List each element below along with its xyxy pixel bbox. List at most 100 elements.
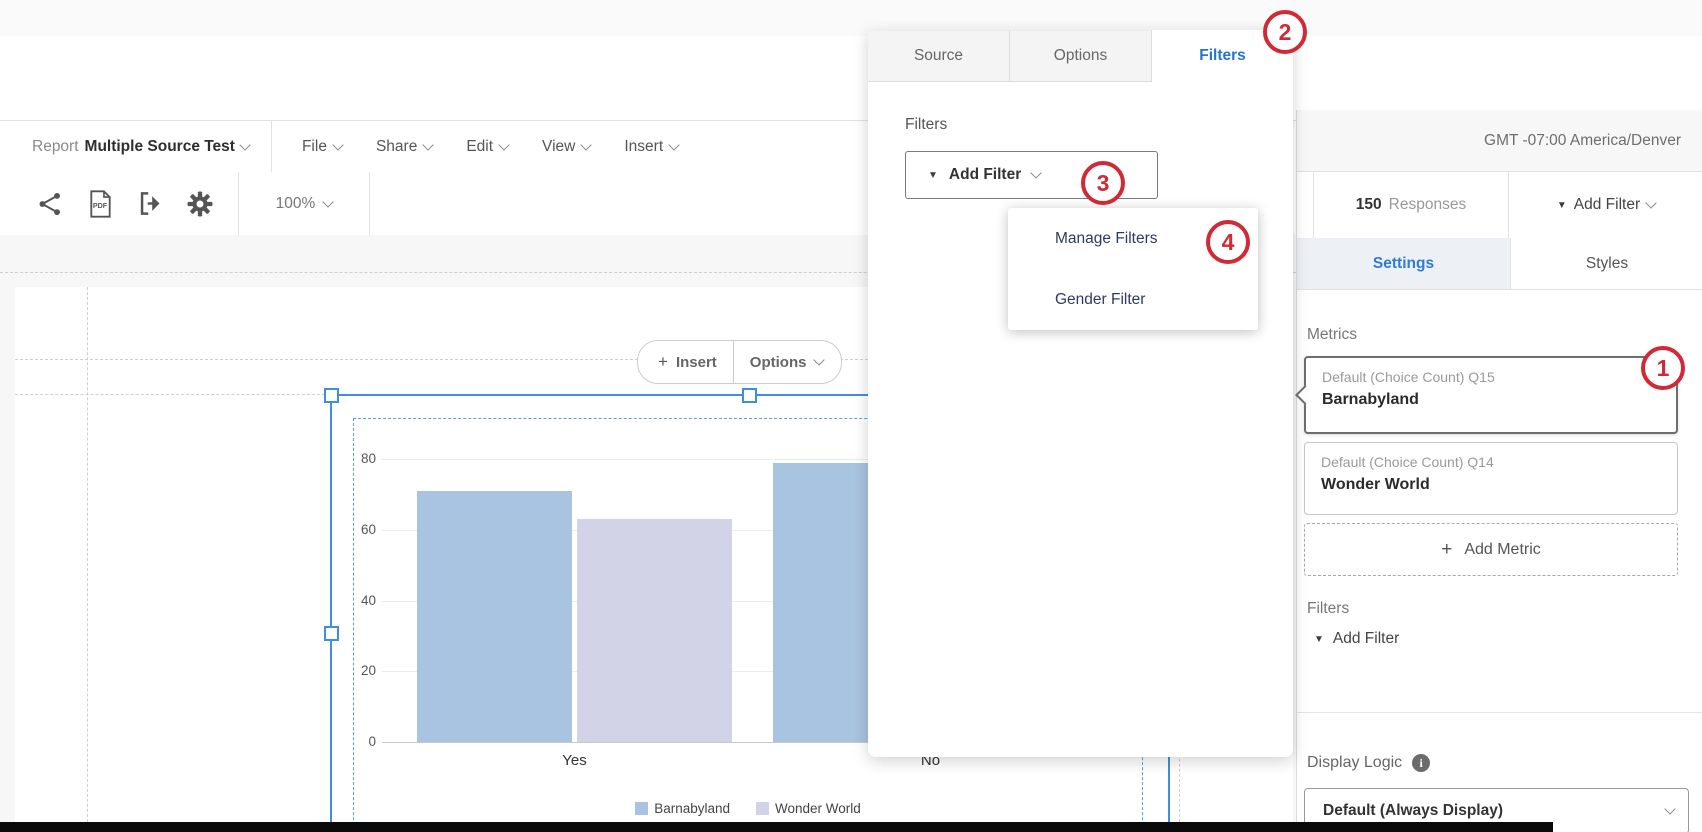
plus-icon: +: [1441, 538, 1453, 560]
report-selector[interactable]: Report Multiple Source Test: [32, 138, 251, 156]
chevron-down-icon: [668, 139, 680, 151]
chevron-down-icon: [1645, 197, 1657, 209]
plus-icon: +: [658, 352, 668, 371]
header-band: [0, 36, 1702, 120]
widget-toolbar-pill: + Insert Options: [637, 340, 843, 384]
metric-title: Wonder World: [1321, 476, 1430, 493]
layout-guide-horizontal: [0, 272, 1296, 273]
display-logic-value: Default (Always Display): [1323, 802, 1504, 819]
annotation-badge-2: 2: [1263, 10, 1307, 54]
display-logic-select[interactable]: Default (Always Display): [1304, 788, 1689, 832]
info-icon[interactable]: i: [1412, 754, 1431, 772]
gridline: [382, 671, 1140, 672]
gridline: [382, 530, 1140, 531]
bar-yes-wonder-world: [577, 519, 732, 742]
y-axis-tick-label: 0: [368, 734, 376, 749]
layout-guide-vertical: [87, 287, 88, 832]
y-axis-tick-label: 80: [360, 451, 376, 466]
responses-row: 150 Responses ▼ Add Filter: [1297, 172, 1702, 239]
chevron-down-icon: [813, 354, 826, 366]
top-band: [0, 0, 1702, 37]
selection-handle-middle-left[interactable]: [324, 626, 339, 641]
settings-panel: GMT -07:00 America/Denver 150 Responses …: [1295, 110, 1702, 832]
display-logic-heading-row: Display Logic i: [1307, 754, 1431, 772]
bar-yes-barnabyland: [417, 490, 572, 742]
zoom-level: 100%: [275, 194, 316, 212]
insert-button[interactable]: + Insert: [638, 341, 733, 383]
panel-add-filter-button[interactable]: ▼ Add Filter: [1509, 172, 1702, 238]
report-name: Multiple Source Test: [84, 138, 235, 155]
menu-view[interactable]: View: [542, 138, 593, 156]
chart-legend: Barnabyland Wonder World: [353, 801, 1143, 816]
selection-handle-top-left[interactable]: [324, 388, 339, 403]
window-edge-bar: [0, 822, 1553, 832]
legend-label: Wonder World: [775, 801, 861, 816]
tab-styles[interactable]: Styles: [1511, 238, 1702, 290]
menu-item-manage-filters[interactable]: Manage Filters: [1055, 230, 1158, 247]
timezone-label: GMT -07:00 America/Denver: [1484, 131, 1681, 149]
legend-item-barnabyland: Barnabyland: [635, 801, 730, 816]
annotation-badge-3: 3: [1081, 161, 1125, 205]
tab-source[interactable]: Source: [868, 30, 1010, 82]
chevron-down-icon: [580, 139, 593, 151]
filter-funnel-icon: ▼: [1314, 633, 1324, 645]
y-axis-tick-label: 60: [360, 522, 376, 537]
tab-settings[interactable]: Settings: [1297, 238, 1511, 290]
metric-subtitle: Default (Choice Count) Q14: [1321, 454, 1494, 470]
chevron-down-icon: [422, 139, 434, 151]
export-icon[interactable]: [136, 190, 164, 218]
metric-card-barnabyland[interactable]: Default (Choice Count) Q15 Barnabyland: [1295, 356, 1678, 434]
legend-item-wonder-world: Wonder World: [756, 801, 861, 816]
metric-card-wonder-world[interactable]: Default (Choice Count) Q14 Wonder World: [1304, 442, 1678, 515]
chevron-down-icon: [239, 139, 251, 151]
menu-insert[interactable]: Insert: [624, 138, 680, 156]
popup-tab-bar: Source Options Filters: [868, 30, 1293, 82]
display-logic-heading: Display Logic: [1307, 754, 1403, 771]
metric-subtitle: Default (Choice Count) Q15: [1322, 369, 1495, 385]
menu-items: File Share Edit View Insert: [302, 138, 680, 156]
metric-source-popup: Source Options Filters Filters ▼ Add Fil…: [868, 30, 1293, 757]
annotation-badge-4: 4: [1206, 220, 1250, 264]
zoom-control[interactable]: 100%: [239, 195, 369, 213]
add-metric-button[interactable]: + Add Metric: [1304, 523, 1678, 576]
metric-title: Barnabyland: [1322, 391, 1419, 408]
legend-swatch: [756, 802, 769, 815]
chevron-down-icon: [1030, 167, 1042, 179]
divider: [270, 121, 272, 173]
x-axis-label-yes: Yes: [562, 752, 587, 769]
filter-funnel-icon: ▼: [1556, 199, 1567, 211]
divider: [238, 172, 239, 235]
chevron-down-icon: [332, 139, 344, 151]
panel-add-filter-link[interactable]: ▼ Add Filter: [1314, 630, 1400, 647]
divider: [1297, 712, 1702, 713]
panel-tab-bar: Settings Styles: [1297, 238, 1702, 290]
popup-anchor-notch: [1295, 385, 1315, 405]
divider: [369, 172, 370, 235]
filter-funnel-icon: ▼: [928, 169, 938, 181]
chevron-down-icon: [498, 139, 510, 151]
options-button[interactable]: Options: [732, 341, 842, 383]
x-axis-line: [382, 742, 1140, 743]
chevron-down-icon: [1664, 803, 1676, 815]
menu-share[interactable]: Share: [376, 138, 434, 156]
metrics-heading: Metrics: [1307, 326, 1357, 343]
export-pdf-icon[interactable]: PDF: [86, 189, 114, 218]
responses-count-cell: 150 Responses: [1313, 172, 1509, 238]
tab-options[interactable]: Options: [1010, 30, 1152, 82]
selection-handle-top-center[interactable]: [742, 388, 757, 403]
menu-file[interactable]: File: [302, 138, 344, 156]
legend-swatch: [635, 802, 649, 815]
gear-icon[interactable]: [186, 190, 214, 218]
timezone-row: GMT -07:00 America/Denver: [1297, 110, 1702, 172]
share-icon[interactable]: [36, 190, 64, 218]
menu-edit[interactable]: Edit: [466, 138, 510, 156]
gridline: [382, 601, 1140, 602]
svg-text:PDF: PDF: [92, 202, 107, 210]
legend-label: Barnabyland: [654, 801, 730, 816]
y-axis-tick-label: 20: [360, 663, 376, 678]
panel-filters-heading: Filters: [1307, 600, 1350, 617]
menu-item-gender-filter[interactable]: Gender Filter: [1055, 291, 1146, 308]
y-axis-tick-label: 40: [360, 593, 376, 608]
responses-count: 150: [1355, 196, 1382, 213]
